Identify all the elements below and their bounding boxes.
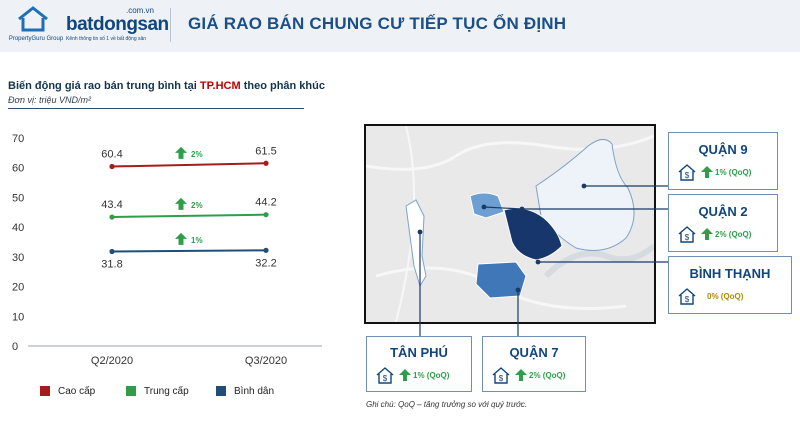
change-label: 2% xyxy=(191,201,203,210)
data-label: 61.5 xyxy=(255,145,276,157)
page-title: GIÁ RAO BÁN CHUNG CƯ TIẾP TỤC ỔN ĐỊNH xyxy=(188,14,567,33)
map-district-binh-thanh xyxy=(469,192,505,219)
y-tick-label: 20 xyxy=(12,282,24,294)
x-tick-label: Q3/2020 xyxy=(245,355,287,367)
y-tick-label: 40 xyxy=(12,222,24,234)
arrow-up-icon xyxy=(701,166,713,178)
data-label: 32.2 xyxy=(255,257,276,269)
data-label: 44.2 xyxy=(255,197,276,209)
arrow-up-icon xyxy=(175,146,187,159)
y-tick-label: 70 xyxy=(12,133,24,145)
district-name-q2: QUẬN 2 xyxy=(698,204,748,219)
data-point xyxy=(109,248,115,255)
house-dollar-icon: $ xyxy=(678,226,696,243)
district-name-q7: QUẬN 7 xyxy=(509,345,559,360)
data-point xyxy=(263,212,269,218)
legend-label-binh-dan: Bình dân xyxy=(234,385,275,397)
propertyguru-logo: PropertyGuru Group xyxy=(8,6,63,48)
batdongsan-logo: .com.vn batdongsan Kênh thông tin số 1 v… xyxy=(66,6,176,44)
district-card-q2: QUẬN 2 $ 2% (QoQ) xyxy=(668,194,778,252)
data-point xyxy=(263,160,269,166)
map-district-q2 xyxy=(503,207,563,261)
legend-item-cao-cap: Cao cấp xyxy=(40,384,95,398)
series-line xyxy=(111,213,267,219)
chart-title-suffix: theo phân khúc xyxy=(240,80,325,92)
district-change-q7: 2% (QoQ) xyxy=(529,370,566,380)
batdongsan-tagline: Kênh thông tin số 1 về bất động sản xyxy=(66,36,147,42)
header-bar: PropertyGuru Group .com.vn batdongsan Kê… xyxy=(0,0,800,52)
svg-text:$: $ xyxy=(685,171,690,180)
propertyguru-house-icon xyxy=(18,6,48,32)
legend-item-binh-dan: Bình dân xyxy=(216,384,274,398)
svg-text:$: $ xyxy=(685,295,690,304)
data-point xyxy=(109,214,115,220)
data-label: 31.8 xyxy=(101,259,122,271)
arrow-up-icon xyxy=(701,228,713,240)
data-point xyxy=(263,247,269,253)
svg-text:$: $ xyxy=(383,374,388,383)
chart-title-underline xyxy=(8,108,304,109)
data-label: 60.4 xyxy=(101,149,122,161)
y-tick-label: 60 xyxy=(12,163,24,175)
y-tick-label: 30 xyxy=(12,252,24,264)
svg-text:$: $ xyxy=(499,374,504,383)
y-tick-label: 50 xyxy=(12,192,24,204)
house-dollar-icon: $ xyxy=(678,288,696,305)
house-dollar-icon: $ xyxy=(492,367,510,384)
map-graphic xyxy=(366,126,654,322)
district-card-tan-phu: TÂN PHÚ $ 1% (QoQ) xyxy=(366,336,472,392)
map-district-q7 xyxy=(475,261,527,299)
y-tick-label: 10 xyxy=(12,311,24,323)
legend-swatch-binh-dan xyxy=(216,386,226,396)
house-dollar-icon: $ xyxy=(376,367,394,384)
legend-swatch-trung-cap xyxy=(126,386,136,396)
footnote: Ghi chú: QoQ – tăng trưởng so với quý tr… xyxy=(366,400,528,409)
district-change-tan-phu: 1% (QoQ) xyxy=(413,370,450,380)
district-card-q9: QUẬN 9 $ 1% (QoQ) xyxy=(668,132,778,190)
district-name-tan-phu: TÂN PHÚ xyxy=(390,345,448,360)
batdongsan-domain: .com.vn xyxy=(125,6,154,15)
x-tick-label: Q2/2020 xyxy=(91,355,133,367)
legend-label-trung-cap: Trung cấp xyxy=(144,385,189,397)
data-point xyxy=(109,163,115,170)
legend-swatch-cao-cap xyxy=(40,386,50,396)
district-change-binh-thanh: 0% (QoQ) xyxy=(707,291,744,301)
arrow-up-icon xyxy=(175,232,187,245)
header-divider xyxy=(170,8,171,42)
change-label: 2% xyxy=(191,150,203,159)
hcmc-district-map xyxy=(364,124,656,324)
series-line xyxy=(111,162,267,168)
district-name-binh-thanh: BÌNH THẠNH xyxy=(689,266,771,281)
legend-label-cao-cap: Cao cấp xyxy=(58,385,96,397)
district-change-q9: 1% (QoQ) xyxy=(715,167,752,177)
map-district-tan-phu xyxy=(405,199,427,288)
batdongsan-wordmark: batdongsan xyxy=(66,14,169,35)
arrow-up-icon xyxy=(175,197,187,210)
chart-title-highlight: TP.HCM xyxy=(199,80,241,92)
line-chart: 0 10 20 30 40 50 60 70 Q2/2020 Q3/2020 60.4 61.5 2% 4… xyxy=(12,133,322,367)
district-card-binh-thanh: BÌNH THẠNH $ 0% (QoQ) xyxy=(668,256,792,314)
data-label: 43.4 xyxy=(101,199,122,211)
chart-title-prefix: Biến động giá rao bán trung bình tại xyxy=(8,80,200,92)
district-name-q9: QUẬN 9 xyxy=(698,142,748,157)
propertyguru-wordmark: PropertyGuru Group xyxy=(8,36,64,42)
chart-unit: Đơn vị: triệu VND/m² xyxy=(8,95,91,105)
y-tick-label: 0 xyxy=(12,341,18,353)
legend-item-trung-cap: Trung cấp xyxy=(126,384,189,398)
series-line xyxy=(111,249,267,253)
map-district-q9 xyxy=(535,139,635,251)
arrow-up-icon xyxy=(399,369,411,381)
change-label: 1% xyxy=(191,236,203,245)
district-card-q7: QUẬN 7 $ 2% (QoQ) xyxy=(482,336,586,392)
arrow-up-icon xyxy=(515,369,527,381)
chart-title: Biến động giá rao bán trung bình tại TP.… xyxy=(8,80,325,92)
svg-text:$: $ xyxy=(685,233,690,242)
house-dollar-icon: $ xyxy=(678,164,696,181)
district-change-q2: 2% (QoQ) xyxy=(715,229,752,239)
